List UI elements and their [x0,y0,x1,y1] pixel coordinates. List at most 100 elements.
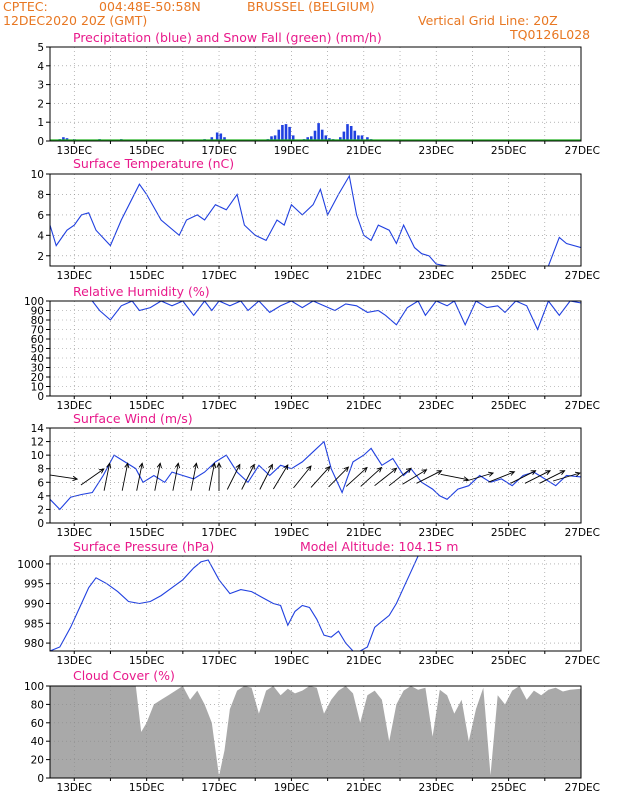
y-tick-label: 1 [37,117,44,129]
precip-bar [339,137,342,141]
panel-series [50,123,581,141]
panel-title: Surface Pressure (hPa) [73,539,214,554]
wind-arrow [121,463,129,491]
wind-arrow [416,470,442,484]
x-tick-label: 23DEC [419,655,454,667]
wind-arrow [293,465,312,489]
x-tick-label: 17DEC [201,527,236,539]
panel-frame [49,555,582,652]
series-line [50,440,581,511]
wind-arrow [49,474,78,480]
wind-arrows [49,461,581,491]
x-tick-label: 25DEC [491,527,526,539]
panel-title: Cloud Cover (%) [73,668,175,683]
x-tick-label: 17DEC [201,655,236,667]
x-tick-label: 25DEC [491,655,526,667]
wind-arrow-head [406,467,412,473]
y-tick-label: 40 [31,353,44,365]
wind-arrow [273,464,289,490]
y-tick-label: 60 [31,334,44,346]
header-grid-note: Vertical Grid Line: 20Z [418,13,558,28]
precip-bar [281,125,284,141]
x-tick-label: 15DEC [129,145,164,157]
wind-arrow [440,473,469,481]
x-tick-label: 19DEC [274,655,309,667]
panel-4: 980 985 990 995 1000 13DEC 15DEC 17DEC 19DEC 21DE… [17,539,600,667]
y-tick-label: 2 [37,98,44,110]
header-datetime: 12DEC2020 20Z (GMT) [3,13,148,28]
precip-bar [223,137,226,141]
y-tick-label: 985 [24,618,44,630]
x-tick-label: 13DEC [57,527,92,539]
x-tick-label: 21DEC [346,145,381,157]
header-coordinates: 004:48E-50:58N [99,0,201,14]
x-tick-label: 23DEC [419,400,454,412]
x-tick-label: 17DEC [201,782,236,794]
panel-frame [49,300,582,397]
header-source: CPTEC: [3,0,48,14]
x-tick-label: 25DEC [491,400,526,412]
wind-arrow-head [106,462,112,469]
series-line [50,174,581,266]
x-tick-label: 15DEC [129,527,164,539]
precip-bar [288,126,291,141]
y-tick-label: 0 [37,518,44,530]
wind-arrow [466,472,494,482]
y-tick-label: 2 [37,251,44,263]
y-tick-label: 4 [37,491,44,503]
x-tick-label: 13DEC [57,782,92,794]
panel-frame [49,46,582,142]
wind-arrow [208,463,215,491]
y-tick-label: 60 [31,718,44,730]
wind-arrow-head [488,471,495,477]
x-tick-label: 19DEC [274,400,309,412]
wind-arrow [488,471,515,483]
wind-arrow [539,470,565,484]
y-tick-label: 0 [37,391,44,403]
panel-series [50,301,581,331]
x-tick-label: 13DEC [57,145,92,157]
wind-arrow-head [156,462,162,469]
x-tick-label: 23DEC [419,270,454,282]
precip-bar [306,137,309,141]
wind-arrow-head [268,463,273,470]
x-tick-label: 27DEC [565,400,600,412]
x-tick-label: 15DEC [129,655,164,667]
x-tick-label: 23DEC [419,527,454,539]
y-tick-label: 30 [31,363,44,375]
wind-arrow-head [124,462,130,469]
wind-arrow [524,470,551,484]
x-tick-label: 23DEC [419,782,454,794]
x-tick-label: 19DEC [274,782,309,794]
x-tick-label: 25DEC [491,145,526,157]
precip-bar [219,133,223,141]
precip-bar [284,124,288,141]
precip-bar [215,132,219,141]
wind-arrow [103,463,111,491]
y-tick-label: 10 [31,382,44,394]
y-tick-label: 4 [37,61,44,73]
precip-bar [313,130,317,141]
wind-arrow-head [545,470,552,475]
x-tick-label: 15DEC [129,400,164,412]
wind-arrow [154,463,161,491]
x-tick-label: 21DEC [346,782,381,794]
x-tick-label: 17DEC [201,400,236,412]
x-tick-label: 27DEC [565,782,600,794]
header-location: BRUSSEL (BELGIUM) [247,0,375,14]
precip-bar [360,135,364,141]
wind-arrow-head [463,476,469,482]
precip-bar [277,129,281,141]
wind-arrow-head [216,461,222,468]
x-tick-label: 27DEC [565,145,600,157]
y-tick-label: 10 [31,450,44,462]
x-tick-label: 21DEC [346,655,381,667]
y-tick-label: 0 [37,773,44,785]
y-tick-label: 6 [37,210,44,222]
wind-arrow [360,467,382,487]
precip-bar [366,137,369,141]
y-tick-label: 80 [31,315,44,327]
wind-arrow-head [306,465,312,472]
wind-arrow [328,466,349,488]
precip-bar [273,135,277,141]
